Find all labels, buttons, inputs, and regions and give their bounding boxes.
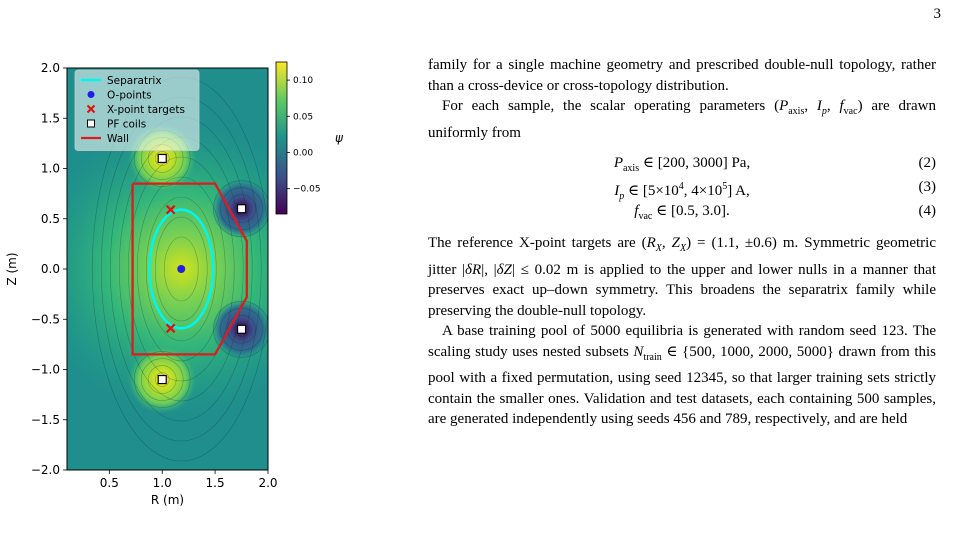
x-point-marker	[165, 323, 176, 334]
y-axis-label: Z (m)	[5, 252, 19, 285]
colorbar-tick-label: 0.10	[293, 76, 313, 86]
colorbar-tick-label: 0.00	[293, 148, 313, 158]
y-tick-label: −0.5	[31, 312, 60, 326]
page-number: 3	[933, 6, 942, 22]
y-tick-label: −1.0	[31, 363, 60, 377]
separatrix-curve	[148, 208, 215, 330]
pf-coil-marker	[236, 324, 247, 334]
contour-line	[147, 365, 177, 394]
contour-line	[145, 196, 217, 342]
y-tick-label: 2.0	[41, 61, 60, 75]
equation-4: fvac ∈ [0.5, 3.0]. (4)	[428, 199, 936, 223]
colorbar-tick-label: 0.05	[293, 112, 313, 122]
y-tick-label: −2.0	[31, 463, 60, 477]
legend-label: PF coils	[107, 119, 146, 131]
equation-number: (3)	[918, 179, 937, 195]
contour-line	[227, 314, 256, 344]
legend: Separatrix O-points X-point targets PF coil…	[74, 69, 200, 151]
y-tick-label: 1.5	[41, 111, 60, 125]
equation-number: (4)	[918, 203, 937, 219]
legend-label: O-points	[107, 90, 152, 102]
o-point-marker	[177, 265, 186, 273]
contour-line	[213, 301, 268, 358]
contour-line	[163, 236, 199, 302]
wall-line	[131, 182, 248, 356]
x-tick-label: 1.5	[206, 476, 225, 490]
contour-line	[127, 156, 235, 382]
x-axis-label: R (m)	[151, 493, 184, 507]
contour-line	[213, 180, 268, 237]
colorbar-tick-label: −0.05	[293, 185, 321, 195]
paragraph-4: A base training pool of 5000 equilibria …	[428, 323, 936, 427]
contour-line	[154, 216, 208, 322]
equation-3: Ip ∈ [5×104, 4×105] A, (3)	[428, 175, 937, 202]
contour-line	[140, 358, 184, 401]
paragraph-2: For each sample, the scalar operating pa…	[428, 98, 937, 141]
equation-2: Paxis ∈ [200, 3000] Pa, (2)	[428, 151, 936, 175]
legend-label: Wall	[107, 133, 129, 145]
paragraph-1: family for a single machine geometry and…	[428, 57, 936, 94]
paragraph-3: The reference X-point targets are (RX, Z…	[428, 235, 936, 319]
y-tick-label: −1.5	[31, 413, 60, 427]
contour-line	[234, 201, 249, 216]
legend-label: Separatrix	[107, 75, 162, 87]
x-tick-label: 0.5	[100, 476, 119, 490]
legend-label: X-point targets	[107, 104, 185, 116]
x-tick-label: 2.0	[258, 476, 277, 490]
contour-line	[227, 194, 256, 223]
pf-coil-marker	[157, 153, 167, 164]
x-tick-label: 1.0	[153, 476, 172, 490]
colorbar-label: ψ	[335, 131, 344, 145]
contour-line	[154, 372, 170, 387]
contour-line	[234, 321, 249, 337]
contour-line	[133, 351, 191, 408]
contour-line	[136, 176, 226, 362]
pf-coil-marker	[236, 204, 247, 214]
contour-line	[154, 151, 170, 166]
colorbar	[275, 61, 288, 215]
pf-coil-marker	[157, 374, 167, 385]
y-tick-label: 0.5	[41, 212, 60, 226]
y-tick-label: 1.0	[41, 162, 60, 176]
equilibrium-figure: 0.5 1.0 1.5 2.0 2.0 1.5 1.0 0.5 0.0 −0.5 −1.0 −1.5…	[5, 61, 344, 507]
text-column: family for a single machine geometry and…	[428, 55, 936, 430]
equation-block: Paxis ∈ [200, 3000] Pa, (2) Ip ∈ [5×104,…	[428, 151, 936, 223]
equation-number: (2)	[918, 155, 937, 171]
x-point-marker	[165, 204, 176, 215]
y-tick-label: 0.0	[41, 262, 60, 276]
